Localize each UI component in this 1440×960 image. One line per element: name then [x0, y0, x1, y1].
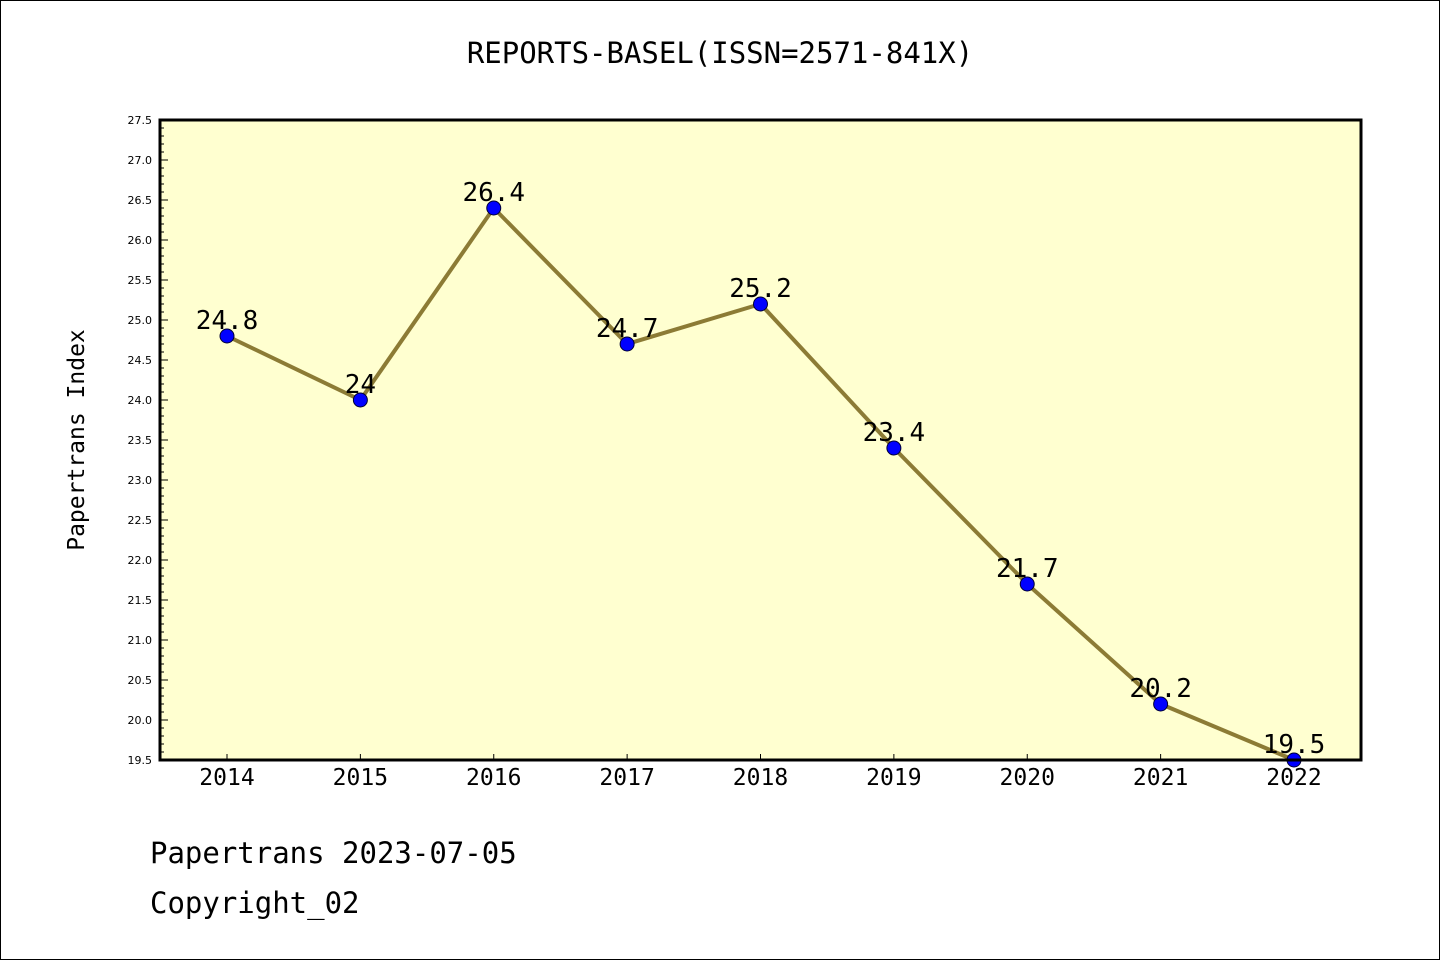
y-tick-label: 21.5 [128, 594, 153, 607]
data-point [619, 336, 635, 352]
data-label: 20.2 [1129, 674, 1192, 704]
y-tick-label: 24.5 [128, 354, 153, 367]
y-tick-label: 26.5 [128, 194, 153, 207]
x-tick-label: 2020 [1000, 765, 1055, 791]
y-tick-label: 25.5 [128, 274, 153, 287]
y-tick-label: 19.5 [128, 754, 153, 767]
x-tick-label: 2019 [866, 765, 921, 791]
data-point [486, 200, 502, 216]
y-tick-label: 27.5 [128, 114, 153, 127]
y-tick-label: 22.5 [128, 514, 153, 527]
data-label: 19.5 [1263, 730, 1326, 760]
x-tick-label: 2018 [733, 765, 788, 791]
y-tick-label: 23.5 [128, 434, 153, 447]
data-label: 21.7 [996, 554, 1059, 584]
data-label: 25.2 [729, 274, 792, 304]
y-tick-label: 21.0 [128, 634, 153, 647]
data-label: 24.7 [596, 314, 659, 344]
x-tick-label: 2016 [466, 765, 521, 791]
x-tick-label: 2021 [1133, 765, 1188, 791]
footer-copyright: Copyright_02 [150, 886, 360, 920]
chart-title: REPORTS-BASEL(ISSN=2571-841X) [466, 36, 974, 70]
plot-border [158, 118, 1363, 762]
data-point [1019, 576, 1035, 592]
data-point [219, 328, 235, 344]
x-tick-label: 2014 [199, 765, 254, 791]
x-tick-label: 2022 [1266, 765, 1321, 791]
x-tick-label: 2017 [599, 765, 654, 791]
data-point [886, 440, 902, 456]
y-tick-label: 22.0 [128, 554, 153, 567]
y-tick-label: 23.0 [128, 474, 153, 487]
x-tick-label: 2015 [333, 765, 388, 791]
data-label: 24 [345, 370, 376, 400]
y-tick-label: 27.0 [128, 154, 153, 167]
data-point [1153, 696, 1169, 712]
data-point [352, 392, 368, 408]
y-tick-label: 24.0 [128, 394, 153, 407]
y-axis-label: Papertrans Index [64, 329, 90, 551]
y-tick-label: 25.0 [128, 314, 153, 327]
data-label: 23.4 [863, 418, 926, 448]
y-tick-label: 20.5 [128, 674, 153, 687]
y-tick-label: 20.0 [128, 714, 153, 727]
footer-date: Papertrans 2023-07-05 [150, 836, 517, 870]
data-point [753, 296, 768, 312]
y-tick-label: 26.0 [128, 234, 153, 247]
data-label: 24.8 [196, 306, 259, 336]
data-label: 26.4 [462, 178, 525, 208]
plot-area [160, 120, 1361, 760]
